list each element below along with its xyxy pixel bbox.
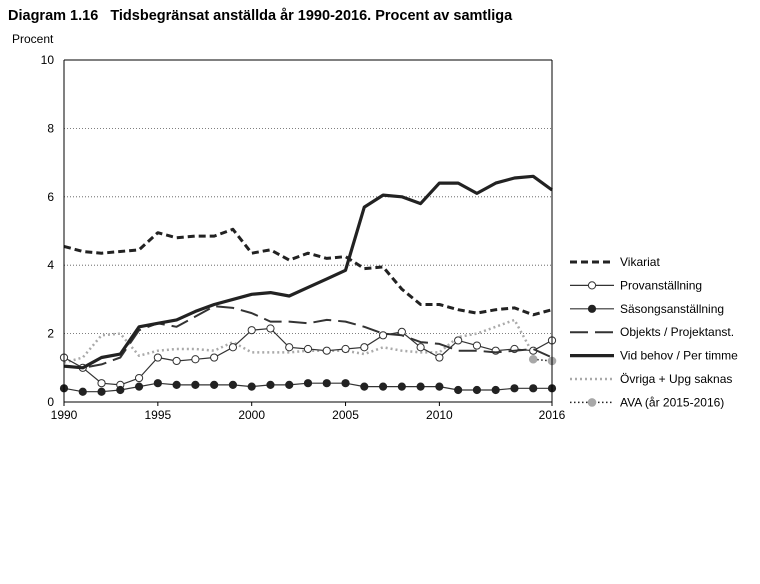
diagram-title: Tidsbegränsat anställda år 1990-2016. Pr…: [110, 8, 513, 24]
y-tick-label: 6: [47, 190, 54, 204]
data-point: [529, 384, 538, 393]
data-point: [378, 331, 388, 340]
data-point: [266, 380, 275, 389]
legend-label: AVA (år 2015-2016): [620, 395, 724, 409]
y-tick-label: 8: [47, 121, 54, 135]
chart-title: Diagram 1.16 Tidsbegränsat anställda år …: [8, 8, 512, 24]
data-point: [191, 380, 200, 389]
diagram-number: Diagram 1.16: [8, 8, 99, 24]
data-point: [397, 382, 406, 391]
data-point: [303, 344, 313, 354]
data-point: [341, 344, 350, 354]
data-point: [435, 382, 444, 391]
series-line-6: [533, 358, 553, 362]
data-point: [454, 385, 463, 395]
legend-label: Säsongsanställning: [620, 302, 724, 316]
y-tick-label: 10: [41, 53, 55, 67]
data-point: [247, 382, 256, 391]
x-tick-label: 2016: [539, 408, 566, 422]
data-point: [191, 355, 200, 364]
legend-marker: [587, 304, 597, 313]
data-point: [285, 380, 294, 389]
y-tick-label: 2: [47, 327, 54, 341]
data-point: [303, 379, 313, 388]
legend-label: Övriga + Upg saknas: [620, 372, 732, 386]
data-point: [78, 387, 87, 396]
data-point: [172, 356, 181, 366]
data-point: [378, 382, 388, 391]
y-tick-label: 0: [47, 395, 54, 409]
data-point: [210, 353, 219, 362]
data-point: [153, 353, 162, 362]
data-point: [228, 343, 238, 352]
data-point: [134, 382, 144, 391]
x-tick-label: 1990: [51, 408, 78, 422]
series-line-5: [63, 318, 535, 364]
data-point: [472, 385, 482, 395]
data-point: [285, 343, 294, 352]
x-tick-label: 2000: [238, 408, 265, 422]
data-point: [210, 380, 219, 389]
data-point: [97, 379, 106, 388]
y-axis-label: Procent: [12, 32, 54, 46]
data-point: [472, 341, 482, 350]
data-point: [116, 385, 125, 395]
legend-marker: [587, 281, 597, 290]
data-point: [228, 380, 238, 389]
series-line-3: [63, 305, 553, 369]
data-point: [322, 346, 331, 355]
legend-label: Vid behov / Per timme: [620, 349, 738, 363]
data-point: [416, 343, 425, 352]
series-line-0: [63, 227, 553, 317]
legend-label: Provanställning: [620, 278, 702, 292]
data-point: [172, 380, 181, 389]
series-line-4: [63, 174, 553, 370]
legend-label: Vikariat: [620, 255, 660, 269]
data-point: [435, 353, 444, 362]
data-point: [491, 385, 500, 395]
data-point: [454, 336, 463, 345]
data-point: [247, 326, 256, 335]
data-point: [134, 373, 144, 383]
data-point: [360, 343, 369, 352]
data-point: [360, 382, 369, 391]
data-point: [341, 379, 350, 388]
data-point: [322, 379, 331, 388]
legend-label: Objekts / Projektanst.: [620, 325, 734, 339]
legend-marker: [587, 398, 597, 407]
data-point: [416, 382, 425, 391]
data-point: [266, 324, 275, 333]
data-point: [528, 354, 538, 364]
x-tick-label: 2005: [332, 408, 359, 422]
data-point: [153, 379, 162, 388]
x-tick-label: 1995: [144, 408, 171, 422]
y-tick-label: 4: [47, 258, 54, 272]
data-point: [97, 387, 106, 396]
x-tick-label: 2010: [426, 408, 453, 422]
data-point: [510, 384, 519, 393]
